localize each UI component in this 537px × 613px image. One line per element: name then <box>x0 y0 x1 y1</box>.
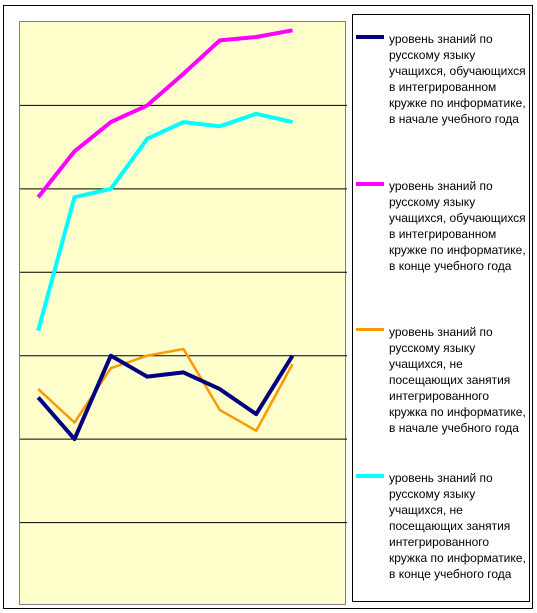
plot-area <box>19 21 347 605</box>
series-line-3 <box>37 347 294 433</box>
series-line-1 <box>36 353 295 442</box>
legend-swatch <box>356 182 384 186</box>
legend-label: уровень знаний по русскому языку учащихс… <box>389 32 526 126</box>
legend-label: уровень знаний по русскому языку учащихс… <box>389 325 526 435</box>
legend-swatch <box>356 328 384 331</box>
legend-label: уровень знаний по русскому языку учащихс… <box>389 179 526 273</box>
series-line-2 <box>36 28 293 199</box>
legend-label: уровень знаний по русскому языку учащихс… <box>389 471 526 581</box>
legend-swatch <box>356 474 384 478</box>
legend: уровень знаний по русскому языку учащихс… <box>352 14 530 602</box>
plot-svg <box>20 28 347 524</box>
series-line-4 <box>36 111 293 332</box>
legend-swatch <box>356 35 384 39</box>
